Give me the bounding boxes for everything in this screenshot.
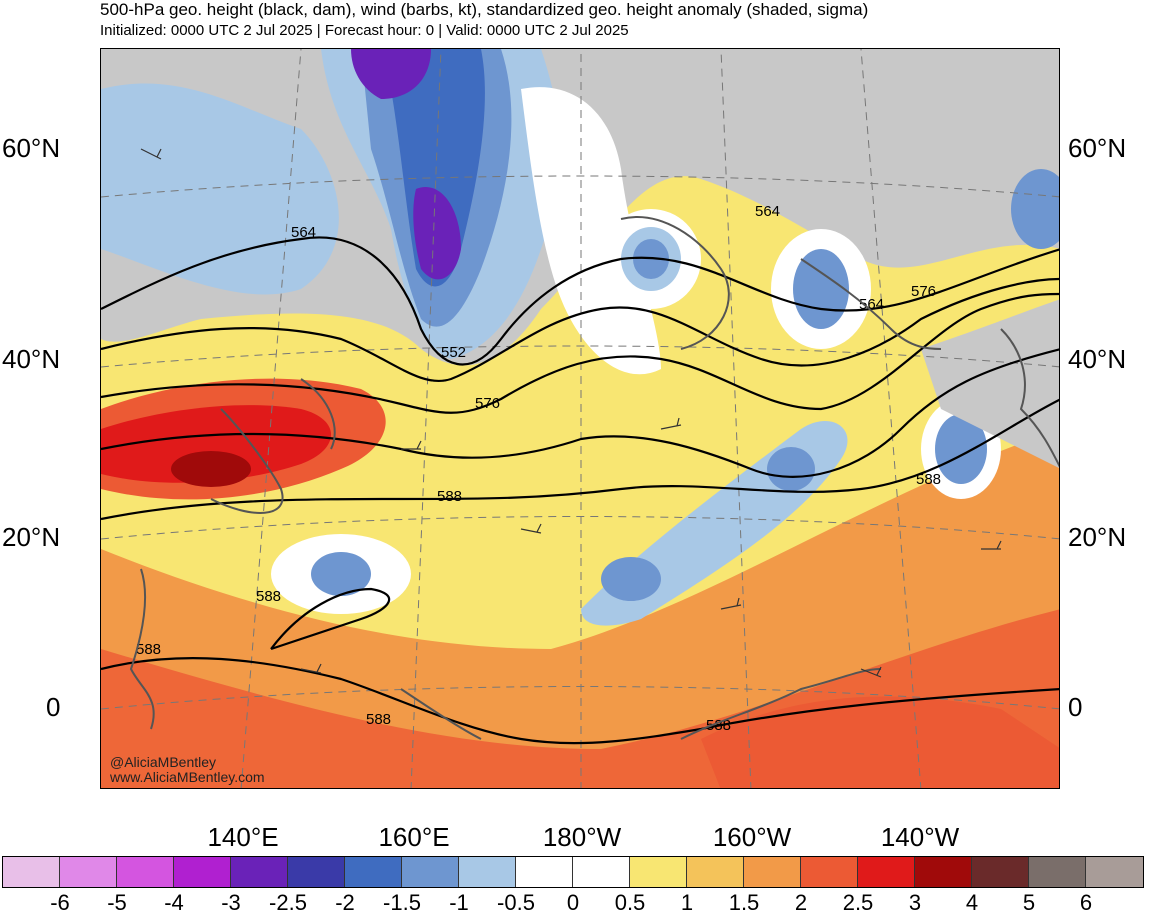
contour-label: 564 [291, 224, 316, 241]
colorbar-swatch [60, 857, 117, 887]
colorbar-tick-label: -2.5 [269, 890, 307, 915]
credit-handle: @AliciaMBentley [110, 754, 217, 770]
colorbar-swatch [1086, 857, 1143, 887]
colorbar-swatch [459, 857, 516, 887]
colorbar-tick-label: 0.5 [614, 890, 646, 915]
lon-label: 140°E [207, 822, 279, 852]
map-subtitle: Initialized: 0000 UTC 2 Jul 2025 | Forec… [100, 22, 629, 39]
colorbar-tick-label: 3 [908, 890, 922, 915]
colorbar-tick-label: -4 [164, 890, 184, 915]
colorbar-swatch [687, 857, 744, 887]
colorbar-swatch [744, 857, 801, 887]
colorbar-swatch [858, 857, 915, 887]
lat-label-west: 60°N [2, 133, 61, 163]
contour-label: 564 [755, 203, 780, 220]
wind-barbs [140, 148, 1002, 678]
contour-label: 588 [916, 471, 941, 488]
anomaly-negative-low-east [793, 249, 849, 329]
colorbar-tick-label: 0 [566, 890, 580, 915]
map-canvas: 564 552 576 588 588 588 588 588 564 564 … [101, 49, 1059, 788]
lat-label-east: 0 [1068, 692, 1083, 722]
contour-label: 576 [911, 283, 936, 300]
colorbar-tick-label: -5 [107, 890, 127, 915]
colorbar-tick-label: -6 [50, 890, 70, 915]
colorbar-swatch [573, 857, 630, 887]
colorbar-tick-label: 1 [680, 890, 694, 915]
colorbar-swatch [402, 857, 459, 887]
map-title: 500-hPa geo. height (black, dam), wind (… [100, 0, 869, 19]
lat-label-east: 60°N [1068, 133, 1127, 163]
colorbar-tick-label: 4 [965, 890, 979, 915]
colorbar-swatch [288, 857, 345, 887]
colorbar-swatch [972, 857, 1029, 887]
colorbar-tick-label: 2 [794, 890, 808, 915]
lon-label: 160°W [712, 822, 792, 852]
colorbar-tick-label: -3 [221, 890, 241, 915]
coastlines [129, 216, 1059, 740]
anomaly-negative-band-core [601, 557, 661, 601]
lat-label-west: 40°N [2, 344, 61, 374]
colorbar-tick-label: -1.5 [383, 890, 421, 915]
lon-label: 180°W [542, 822, 622, 852]
colorbar-tick-label: -2 [335, 890, 355, 915]
lat-label-east: 20°N [1068, 522, 1127, 552]
colorbar-tick-label: -1 [449, 890, 469, 915]
anomaly-positive-west-strong [101, 405, 331, 483]
colorbar-swatch [3, 857, 60, 887]
colorbar-swatch [630, 857, 687, 887]
colorbar-swatch [345, 857, 402, 887]
anomaly-positive-west-core [171, 451, 251, 487]
contour-label: 552 [441, 344, 466, 361]
colorbar-swatch [1029, 857, 1086, 887]
map-panel: 564 552 576 588 588 588 588 588 564 564 … [100, 48, 1060, 789]
colorbar-swatch [516, 857, 573, 887]
anomaly-negative-band-core-2 [767, 447, 815, 491]
colorbar-tick-label: 1.5 [728, 890, 760, 915]
contour-label: 588 [136, 641, 161, 658]
lat-label-east: 40°N [1068, 344, 1127, 374]
height-contours [101, 236, 1059, 745]
lon-label: 160°E [378, 822, 450, 852]
anomaly-gray-ne [921, 299, 1059, 469]
lat-label-west: 20°N [2, 522, 61, 552]
colorbar-tick-label: 2.5 [842, 890, 874, 915]
credit-site: www.AliciaMBentley.com [110, 769, 265, 785]
colorbar-tick-label: 5 [1022, 890, 1036, 915]
anomaly-negative-ne [1011, 169, 1059, 249]
anomaly-neutral-gap [521, 87, 661, 375]
colorbar-swatch [915, 857, 972, 887]
lon-label: 140°W [880, 822, 960, 852]
contour-label: 588 [437, 488, 462, 505]
anomaly-negative-trough-core [413, 187, 461, 280]
colorbar-swatch [117, 857, 174, 887]
colorbar-swatch [231, 857, 288, 887]
contour-label: 588 [256, 588, 281, 605]
anomaly-negative-tropical [311, 552, 371, 596]
anomaly-negative-low-se [935, 414, 987, 484]
colorbar-tick-label: -0.5 [497, 890, 535, 915]
colorbar-tick-label: 6 [1079, 890, 1093, 915]
contour-label: 564 [859, 296, 884, 313]
anomaly-negative-north-core [351, 49, 431, 99]
lat-label-west: 0 [46, 692, 61, 722]
colorbar-swatch [801, 857, 858, 887]
contour-label: 576 [475, 395, 500, 412]
contour-label-group: 564 552 576 588 588 588 588 588 564 564 … [136, 203, 941, 734]
colorbar-swatch [174, 857, 231, 887]
anomaly-red-patch-se [701, 696, 1059, 788]
contour-label: 588 [366, 711, 391, 728]
colorbar [2, 856, 1144, 888]
